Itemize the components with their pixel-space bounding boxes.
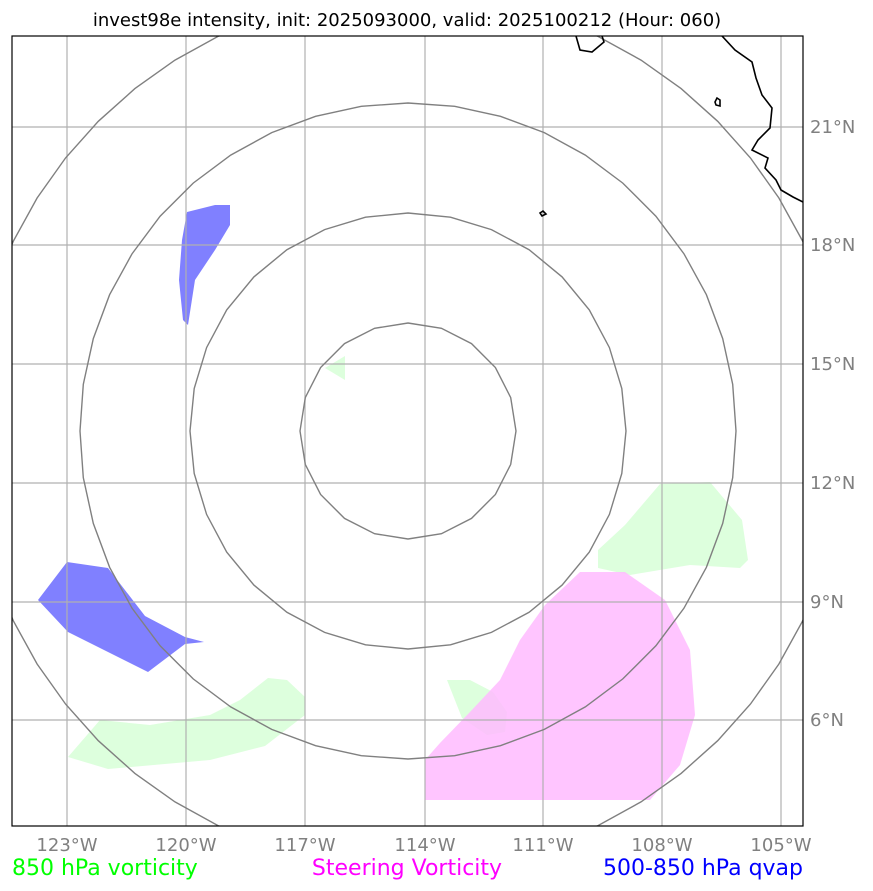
coastline-mainland bbox=[575, 36, 803, 203]
steering-areas bbox=[425, 572, 695, 800]
map-frame bbox=[11, 35, 804, 827]
vort850-area-center bbox=[325, 356, 345, 380]
coastline-island-north bbox=[714, 96, 721, 108]
lon-tick-label: 114°W bbox=[394, 835, 455, 856]
lon-tick-labels: 123°W 120°W 117°W 114°W 111°W 108°W 105°… bbox=[36, 835, 811, 856]
lon-tick-label: 117°W bbox=[274, 835, 335, 856]
legend-vort850: 850 hPa vorticity bbox=[12, 856, 198, 881]
lat-tick-label: 15°N bbox=[810, 354, 855, 375]
lon-tick-label: 123°W bbox=[36, 835, 97, 856]
distance-rings bbox=[12, 36, 803, 826]
distance-ring bbox=[12, 36, 803, 826]
coastline-island-small bbox=[538, 209, 548, 218]
legend-qvap: 500-850 hPa qvap bbox=[603, 856, 803, 881]
coastline bbox=[538, 36, 803, 218]
lat-tick-label: 12°N bbox=[810, 473, 855, 494]
lat-tick-label: 18°N bbox=[810, 235, 855, 256]
lat-tick-label: 21°N bbox=[810, 117, 855, 138]
distance-ring bbox=[299, 322, 517, 540]
lon-tick-label: 108°W bbox=[631, 835, 692, 856]
qvap-areas bbox=[38, 205, 230, 672]
legend-steering: Steering Vorticity bbox=[312, 856, 502, 881]
lon-tick-label: 120°W bbox=[155, 835, 216, 856]
lat-gridlines bbox=[12, 126, 803, 721]
lon-tick-label: 105°W bbox=[750, 835, 811, 856]
lon-gridlines bbox=[66, 36, 782, 826]
lat-tick-labels: 21°N 18°N 15°N 12°N 9°N 6°N bbox=[810, 117, 855, 731]
figure-title: invest98e intensity, init: 2025093000, v… bbox=[93, 10, 721, 31]
lat-tick-label: 9°N bbox=[810, 592, 844, 613]
qvap-area-north bbox=[179, 205, 230, 325]
distance-ring bbox=[189, 212, 627, 650]
steering-area-southeast bbox=[425, 572, 695, 800]
lat-tick-label: 6°N bbox=[810, 710, 844, 731]
map-plot-area bbox=[12, 36, 803, 826]
distance-ring bbox=[79, 102, 737, 760]
qvap-area-southwest bbox=[38, 562, 204, 672]
vort850-area-east bbox=[598, 482, 748, 575]
lon-tick-label: 111°W bbox=[512, 835, 573, 856]
